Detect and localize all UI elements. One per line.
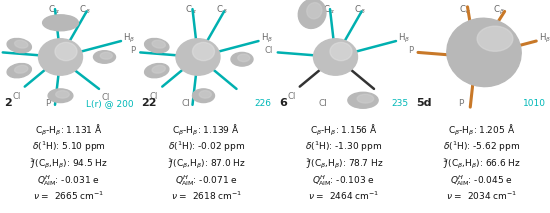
Text: 226: 226: [254, 99, 271, 108]
Text: Cl: Cl: [265, 46, 273, 55]
Text: 235: 235: [391, 99, 408, 108]
Text: $^1\!J$(C$_\beta$,H$_\beta$): 78.7 Hz: $^1\!J$(C$_\beta$,H$_\beta$): 78.7 Hz: [305, 156, 383, 171]
Text: $\delta$($^1$H): -0.02 ppm: $\delta$($^1$H): -0.02 ppm: [168, 140, 245, 154]
Ellipse shape: [43, 15, 78, 31]
Ellipse shape: [152, 40, 166, 48]
Ellipse shape: [7, 39, 31, 53]
Text: C$_\beta$-H$_\beta$: 1.131 Å: C$_\beta$-H$_\beta$: 1.131 Å: [35, 123, 102, 138]
Ellipse shape: [192, 89, 215, 103]
Text: Cl: Cl: [181, 99, 190, 108]
Text: C$_\beta$: C$_\beta$: [493, 3, 505, 17]
Ellipse shape: [477, 26, 513, 51]
Text: C$_\beta$-H$_\beta$: 1.156 Å: C$_\beta$-H$_\beta$: 1.156 Å: [310, 123, 377, 138]
Text: $\delta$($^1$H): 5.10 ppm: $\delta$($^1$H): 5.10 ppm: [32, 140, 106, 154]
Ellipse shape: [152, 65, 166, 73]
Text: C$_\beta$-H$_\beta$: 1.205 Å: C$_\beta$-H$_\beta$: 1.205 Å: [448, 123, 515, 138]
Text: C$_\beta$: C$_\beta$: [354, 3, 365, 17]
Text: C$_\alpha$: C$_\alpha$: [48, 3, 59, 16]
Ellipse shape: [199, 91, 211, 98]
Ellipse shape: [238, 54, 250, 62]
Text: H$_\beta$: H$_\beta$: [123, 32, 135, 45]
Text: Cl: Cl: [102, 94, 110, 102]
Text: P: P: [458, 99, 463, 108]
Ellipse shape: [357, 94, 374, 103]
Text: 6: 6: [279, 98, 287, 108]
Circle shape: [314, 39, 358, 75]
Text: $\delta$($^1$H): -5.62 ppm: $\delta$($^1$H): -5.62 ppm: [443, 140, 520, 154]
Text: Cl: Cl: [287, 92, 296, 101]
Ellipse shape: [348, 92, 378, 108]
Text: $\nu$ =  2618 cm$^{-1}$: $\nu$ = 2618 cm$^{-1}$: [170, 189, 242, 202]
Ellipse shape: [145, 39, 169, 53]
Text: P: P: [46, 99, 51, 108]
Circle shape: [330, 42, 352, 61]
Text: C$_\beta$: C$_\beta$: [79, 3, 90, 17]
Ellipse shape: [94, 51, 115, 63]
Text: 5d: 5d: [417, 98, 432, 108]
Ellipse shape: [7, 63, 31, 78]
Ellipse shape: [298, 0, 326, 28]
Text: $Q^H_{\!\mathrm{AIM}}$: -0.031 e: $Q^H_{\!\mathrm{AIM}}$: -0.031 e: [37, 173, 100, 188]
Text: C$_\alpha$: C$_\alpha$: [323, 3, 334, 16]
Text: Cl: Cl: [150, 92, 158, 101]
Text: C$_\beta$: C$_\beta$: [216, 3, 228, 17]
Text: $\nu$ =  2034 cm$^{-1}$: $\nu$ = 2034 cm$^{-1}$: [446, 189, 517, 202]
Text: $^1\!J$(C$_\beta$,H$_\beta$): 87.0 Hz: $^1\!J$(C$_\beta$,H$_\beta$): 87.0 Hz: [167, 156, 246, 171]
Text: $^1\!J$(C$_\beta$,H$_\beta$): 94.5 Hz: $^1\!J$(C$_\beta$,H$_\beta$): 94.5 Hz: [29, 156, 108, 171]
Ellipse shape: [100, 52, 112, 59]
Text: Cl: Cl: [12, 92, 21, 101]
Ellipse shape: [447, 18, 521, 86]
Ellipse shape: [14, 65, 28, 73]
Circle shape: [55, 42, 77, 61]
Text: H$_\beta$: H$_\beta$: [539, 32, 550, 45]
Text: $^1\!J$(C$_\beta$,H$_\beta$): 66.6 Hz: $^1\!J$(C$_\beta$,H$_\beta$): 66.6 Hz: [442, 156, 521, 171]
Text: $\delta$($^1$H): -1.30 ppm: $\delta$($^1$H): -1.30 ppm: [305, 140, 382, 154]
Text: P: P: [408, 46, 413, 55]
Text: P: P: [130, 46, 135, 55]
Text: $\nu$ =  2665 cm$^{-1}$: $\nu$ = 2665 cm$^{-1}$: [33, 189, 104, 202]
Ellipse shape: [231, 52, 253, 66]
Circle shape: [176, 39, 220, 75]
Text: 1010: 1010: [523, 99, 546, 108]
Text: C$_\alpha$: C$_\alpha$: [185, 3, 197, 16]
Ellipse shape: [307, 3, 322, 19]
Ellipse shape: [145, 63, 169, 78]
Text: H$_\beta$: H$_\beta$: [261, 32, 273, 45]
Ellipse shape: [48, 89, 73, 103]
Circle shape: [192, 42, 215, 61]
Text: 2: 2: [4, 98, 12, 108]
Text: Cl: Cl: [318, 99, 328, 108]
Text: C$_\alpha$: C$_\alpha$: [459, 3, 471, 16]
Text: $Q^H_{\!\mathrm{AIM}}$: -0.103 e: $Q^H_{\!\mathrm{AIM}}$: -0.103 e: [312, 173, 375, 188]
Text: H$_\beta$: H$_\beta$: [398, 32, 410, 45]
Circle shape: [39, 39, 82, 75]
Text: C$_\beta$-H$_\beta$: 1.139 Å: C$_\beta$-H$_\beta$: 1.139 Å: [173, 123, 240, 138]
Text: L(r) @ 200: L(r) @ 200: [86, 99, 133, 108]
Text: $\nu$ =  2464 cm$^{-1}$: $\nu$ = 2464 cm$^{-1}$: [308, 189, 380, 202]
Text: 22: 22: [142, 98, 157, 108]
Ellipse shape: [14, 40, 28, 48]
Ellipse shape: [56, 91, 69, 98]
Text: $Q^H_{\!\mathrm{AIM}}$: -0.045 e: $Q^H_{\!\mathrm{AIM}}$: -0.045 e: [450, 173, 513, 188]
Text: $Q^H_{\!\mathrm{AIM}}$: -0.071 e: $Q^H_{\!\mathrm{AIM}}$: -0.071 e: [175, 173, 238, 188]
